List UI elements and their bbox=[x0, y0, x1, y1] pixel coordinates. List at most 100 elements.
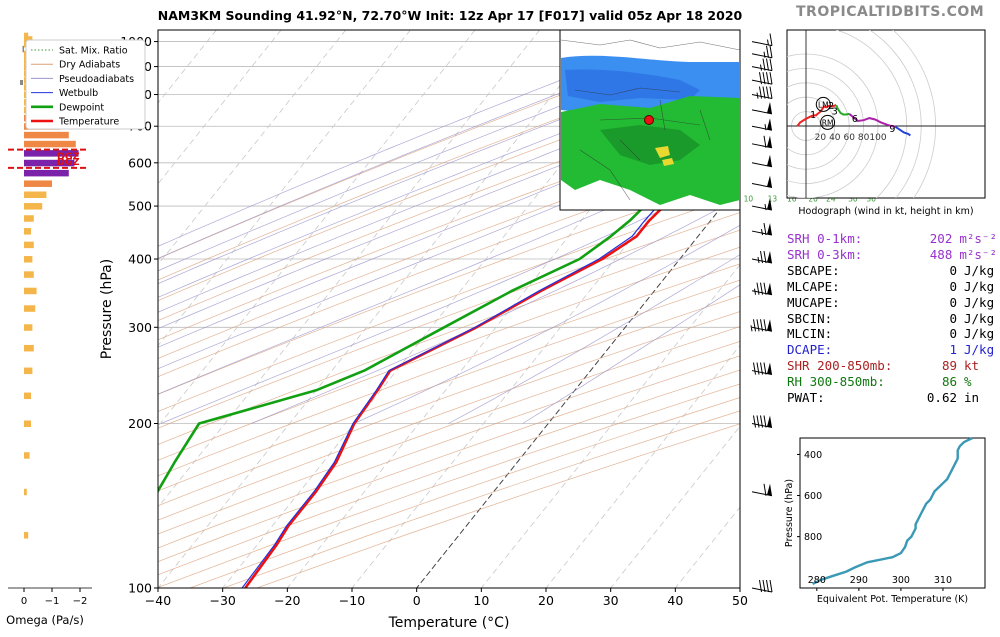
barb-flag bbox=[763, 483, 767, 496]
stat-unit: J/kg bbox=[964, 262, 995, 278]
omega-bar bbox=[24, 131, 69, 139]
barb-flag bbox=[762, 58, 766, 71]
barb-pennant bbox=[767, 362, 772, 375]
theta-e-line bbox=[812, 436, 973, 585]
legend-label: Pseudoadiabats bbox=[59, 74, 134, 85]
profile-wetbulb bbox=[241, 155, 740, 588]
isotherm bbox=[287, 30, 735, 588]
dry-adiabat bbox=[158, 341, 740, 549]
stat-label: RH 300-850mb: bbox=[787, 374, 885, 390]
stat-row: PWAT: 0.62 in bbox=[787, 390, 997, 406]
barb-pennant bbox=[767, 319, 772, 332]
omega-bar bbox=[24, 324, 33, 331]
omega-bar bbox=[24, 150, 79, 157]
isotherm bbox=[0, 30, 22, 588]
stat-unit: kt bbox=[964, 358, 980, 374]
skewt-profiles bbox=[158, 149, 740, 588]
x-tick-label: 20 bbox=[538, 593, 554, 608]
omega-bar bbox=[24, 287, 37, 295]
hodograph-trace bbox=[848, 113, 896, 128]
omega-bar bbox=[22, 45, 24, 53]
hodograph-marker-label: LM bbox=[818, 100, 829, 109]
barb-flag bbox=[769, 45, 773, 58]
theta-e-y-tick-label: 400 bbox=[804, 450, 822, 461]
barb-staff bbox=[751, 182, 773, 188]
wind-barb bbox=[751, 33, 773, 47]
stat-unit: J/kg bbox=[964, 342, 995, 358]
x-tick-label: 10 bbox=[473, 593, 489, 608]
dry-adiabat bbox=[158, 175, 740, 395]
dry-adiabat bbox=[158, 229, 740, 445]
hodograph-ring-label: 40 bbox=[829, 133, 841, 143]
theta-e-y-label: Pressure (hPa) bbox=[784, 479, 795, 547]
barb-flag bbox=[760, 282, 763, 295]
stat-unit: % bbox=[964, 374, 972, 390]
location-marker bbox=[644, 115, 654, 125]
stat-label: SRH 0-1km: bbox=[787, 231, 863, 246]
skewt-axes: 246810131620243036−40−30−20−100102030405… bbox=[99, 34, 881, 631]
barb-half-flag bbox=[754, 288, 756, 295]
barb-staff bbox=[751, 41, 773, 47]
barb-flag bbox=[769, 86, 773, 99]
hodograph-height-label: 6 bbox=[852, 114, 858, 125]
barb-half-flag bbox=[767, 39, 769, 46]
omega-bar bbox=[24, 50, 26, 58]
pseudoadiabat bbox=[158, 75, 740, 313]
barb-half-flag bbox=[764, 124, 767, 131]
barb-flag bbox=[769, 33, 773, 46]
barb-flag bbox=[756, 319, 760, 332]
pseudoadiabat bbox=[448, 254, 740, 424]
profile-dewpoint bbox=[158, 149, 740, 494]
dry-adiabat bbox=[158, 73, 740, 302]
wind-barb bbox=[751, 579, 773, 593]
wind-barb bbox=[751, 362, 773, 376]
legend-label: Wetbulb bbox=[59, 88, 98, 99]
dry-adiabat bbox=[158, 263, 740, 477]
stat-value: 0 bbox=[949, 278, 957, 294]
theta-e-x-label: Equivalent Pot. Temperature (K) bbox=[817, 594, 968, 605]
wind-barb bbox=[751, 483, 773, 497]
hodograph-height-label: 2 bbox=[828, 101, 834, 112]
x-tick-label: 40 bbox=[667, 593, 683, 608]
wind-barb bbox=[751, 175, 773, 188]
barb-staff bbox=[751, 109, 773, 115]
stat-row: SRH 0-3km: 488 m²s⁻² bbox=[787, 247, 997, 263]
barb-pennant bbox=[767, 118, 772, 131]
wind-barbs bbox=[750, 33, 773, 593]
hodograph-marker bbox=[815, 96, 831, 112]
stat-row: MLCIN: 0 J/kg bbox=[787, 326, 997, 342]
dry-adiabat bbox=[158, 212, 740, 429]
barb-staff bbox=[751, 66, 773, 72]
p-tick-label: 300 bbox=[128, 320, 152, 335]
barb-flag bbox=[766, 58, 769, 71]
mixing-ratio-label: 13 bbox=[768, 195, 778, 204]
stat-value: 0 bbox=[949, 262, 957, 278]
x-tick-label: −40 bbox=[145, 593, 171, 608]
dry-adiabat bbox=[158, 295, 740, 507]
barb-half-flag bbox=[763, 51, 766, 58]
omega-bar bbox=[24, 256, 33, 263]
barb-staff bbox=[751, 53, 773, 59]
omega-bar bbox=[24, 36, 33, 43]
barb-flag bbox=[769, 58, 773, 71]
p-tick-label: 200 bbox=[128, 416, 152, 431]
barb-flag bbox=[766, 72, 769, 85]
legend-label: Temperature bbox=[58, 117, 119, 128]
hodograph-ring-label: 100 bbox=[869, 133, 886, 143]
wind-barb bbox=[751, 415, 773, 429]
omega-bar bbox=[24, 70, 26, 77]
mixing-ratio-label: 24 bbox=[826, 195, 836, 204]
theta-e-panel: 280 290 300 310 400 600 800 Equivalent Pot. Tem… bbox=[784, 436, 986, 605]
barb-staff bbox=[751, 125, 773, 131]
omega-bar bbox=[24, 63, 27, 71]
barb-flag bbox=[763, 222, 767, 236]
hodograph-ring-label: 20 bbox=[815, 133, 827, 143]
barb-flag bbox=[753, 415, 756, 428]
wind-barb bbox=[751, 101, 773, 115]
barb-flag bbox=[756, 282, 760, 295]
hodograph-height-label: 3 bbox=[832, 107, 838, 118]
p-tick-label: 100 bbox=[128, 581, 152, 596]
mixing-ratio-label: 20 bbox=[808, 195, 818, 204]
barb-flag bbox=[753, 319, 756, 332]
omega-bar bbox=[24, 344, 34, 352]
